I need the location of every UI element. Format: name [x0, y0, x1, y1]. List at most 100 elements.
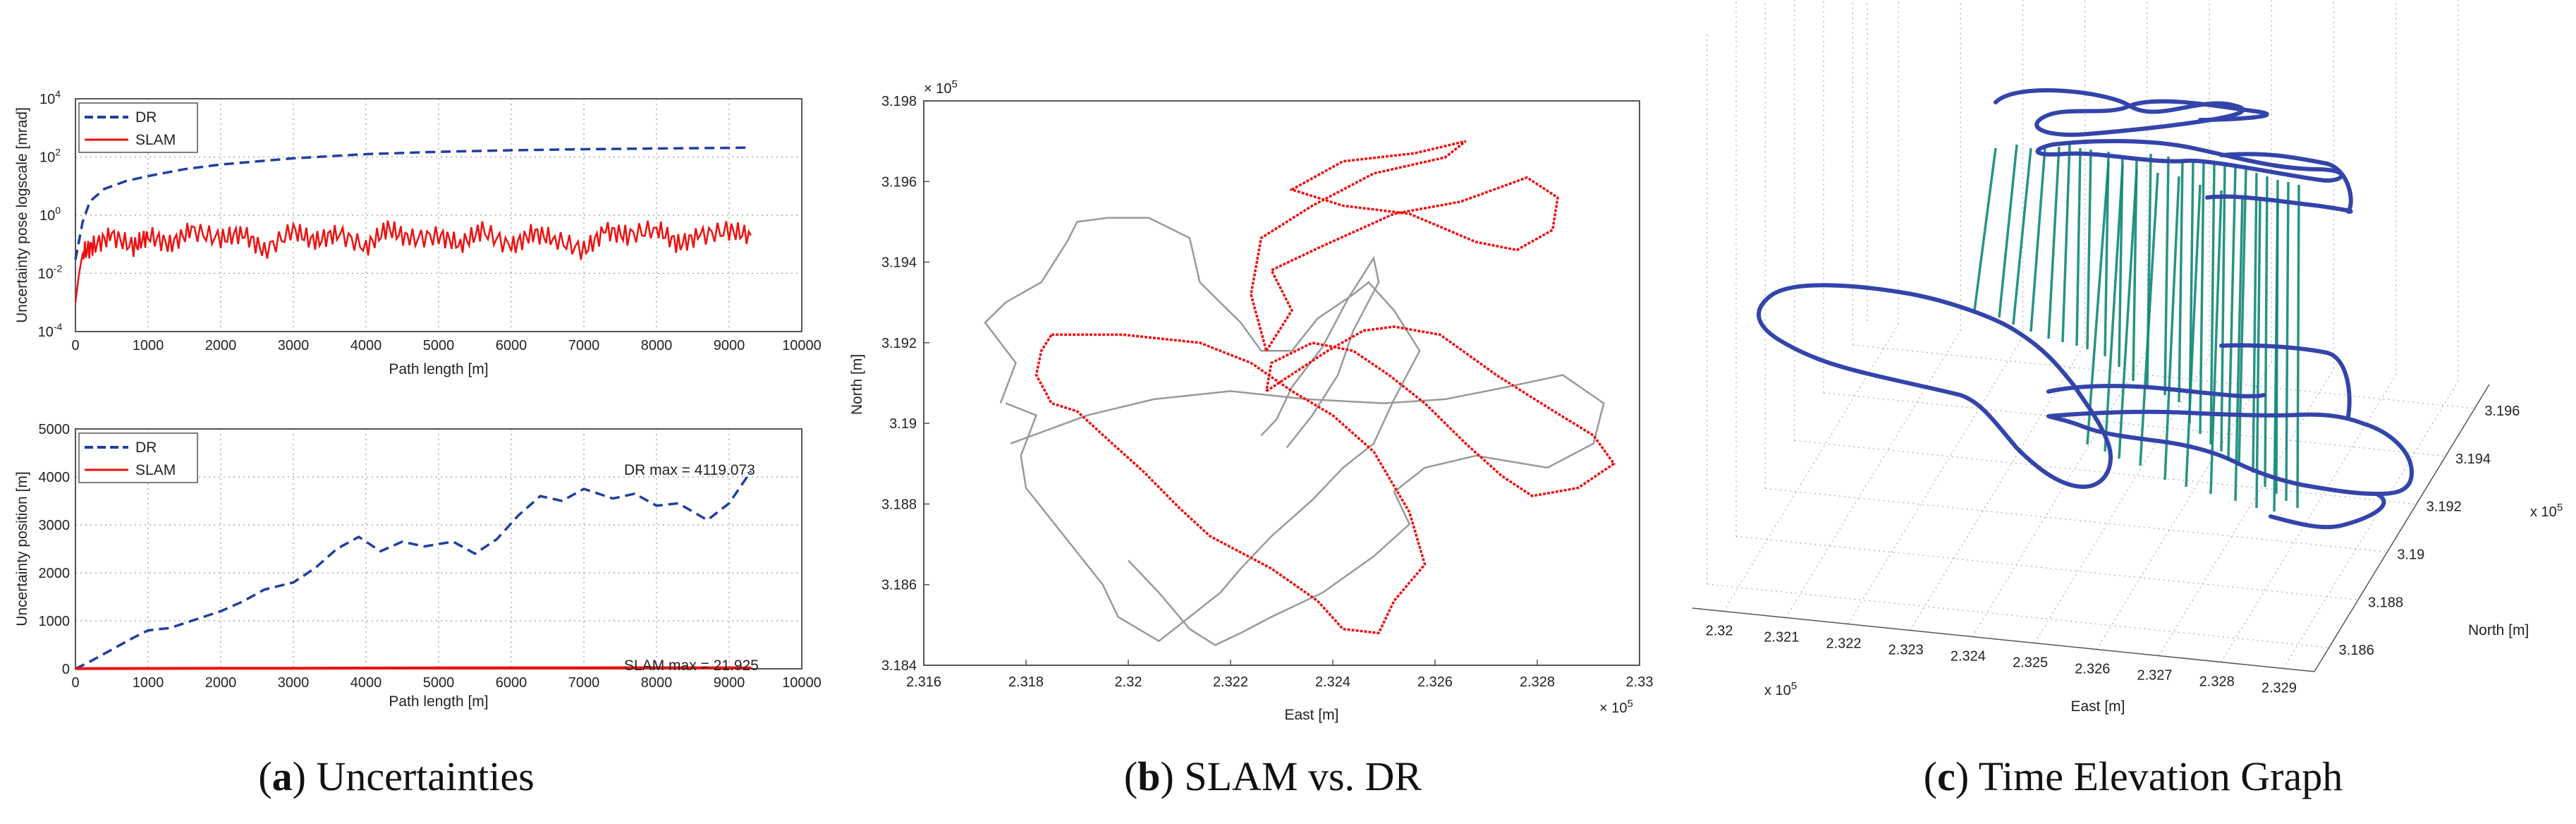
c-track-segment — [2046, 409, 2415, 497]
caption-b: (b) SLAM vs. DR — [1124, 753, 1422, 799]
c-east-tick-label: 2.327 — [2137, 668, 2172, 684]
c-track-segment — [2128, 99, 2269, 122]
b-ytick-label: 3.186 — [881, 578, 917, 593]
a-top-ytick-label: 10-4 — [38, 321, 63, 340]
b-xtick-label: 2.324 — [1315, 674, 1350, 690]
a-top-legend-box — [78, 102, 198, 153]
b-slam-path — [1034, 333, 1427, 635]
c-floor-gridline-east — [1723, 324, 1899, 612]
c-track-segment — [1994, 88, 2245, 137]
a-bot-xtick-label: 10000 — [782, 675, 822, 691]
panel-b: 2.316 2.318 2.32 2.322 2.324 2.326 2.328 2.33 3… — [849, 78, 1653, 723]
c-east-tick-label: 2.32 — [1706, 624, 1733, 639]
c-time-line — [2086, 149, 2092, 350]
a-top-plot-frame — [75, 98, 802, 332]
c-tower-lines — [1973, 144, 2300, 512]
caption-c: (c) Time Elevation Graph — [1924, 753, 2343, 799]
c-east-tick-label: 2.325 — [2013, 655, 2048, 671]
b-ytick-label: 3.19 — [889, 416, 917, 432]
b-xtick-label: 2.33 — [1626, 674, 1654, 690]
c-floor-grid — [1692, 324, 2490, 672]
c-north-ticks: 3.186 3.188 3.19 3.192 3.194 3.196 — [2339, 404, 2520, 658]
a-bot-xtick-label: 3000 — [278, 675, 310, 691]
a-top-xtick-label: 0 — [71, 338, 79, 353]
a-top-xtick-label: 6000 — [496, 338, 527, 353]
a-bot-legend-slam-label: SLAM — [135, 462, 176, 478]
c-time-line — [1973, 147, 1997, 311]
c-north-tick-label: 3.192 — [2427, 499, 2462, 515]
c-floor-gridline-east — [1785, 330, 1961, 618]
b-plot-frame — [923, 100, 1640, 666]
b-ytick-label: 3.194 — [881, 255, 917, 271]
a-top-xtick-label: 3000 — [278, 338, 310, 353]
c-east-tick-label: 2.323 — [1888, 643, 1924, 658]
c-floor-gridline-east — [1847, 337, 2024, 624]
b-ytick-label: 3.196 — [881, 174, 917, 190]
a-top-xtick-label: 1000 — [133, 338, 164, 353]
b-x-multiplier: × 105 — [1599, 698, 1633, 716]
c-east-tick-label: 2.321 — [1764, 630, 1799, 646]
a-bot-xtick-label: 5000 — [423, 675, 455, 691]
c-time-line — [2163, 176, 2180, 480]
c-floor-gridline-east — [1910, 343, 2086, 631]
caption-c-text: Time Elevation Graph — [1979, 753, 2343, 799]
a-bot-xtick-label: 1000 — [133, 675, 164, 691]
c-xlabel: East [m] — [2070, 698, 2125, 715]
a-bot-ytick-label: 2000 — [39, 566, 71, 581]
c-track-segment — [2219, 152, 2353, 214]
c-time-line — [2209, 190, 2223, 495]
a-top-slam-line — [74, 220, 752, 303]
c-east-tick-label: 2.322 — [1826, 636, 1861, 652]
caption-a-letter: a — [272, 753, 293, 799]
c-floor-gridline-east — [2283, 381, 2459, 669]
c-north-tick-label: 3.194 — [2455, 452, 2491, 467]
panel-a-bottom: 0 1000 2000 3000 4000 5000 6000 7000 8000 9000 100… — [14, 422, 822, 710]
a-bot-xtick-label: 2000 — [205, 675, 237, 691]
a-top-ytick-label: 100 — [39, 205, 61, 224]
b-slam-path — [1250, 140, 1559, 352]
c-y-multiplier-exp: 5 — [2557, 502, 2563, 514]
c-time-line — [2185, 184, 2202, 487]
a-top-xtick-label: 9000 — [714, 338, 745, 353]
c-track-segment — [1757, 283, 2113, 490]
a-bot-ytick-label: 3000 — [39, 518, 71, 533]
b-xtick-label: 2.322 — [1213, 674, 1248, 690]
c-time-line — [2104, 165, 2124, 452]
a-bot-xlabel: Path length [m] — [389, 693, 488, 710]
c-floor-gridline-east — [2158, 368, 2335, 656]
c-east-tick-label: 2.326 — [2075, 662, 2110, 677]
c-x-multiplier-exp: 5 — [1791, 680, 1797, 692]
a-top-xtick-label: 2000 — [205, 338, 237, 353]
a-bot-legend-box — [78, 432, 198, 483]
c-north-tick-label: 3.19 — [2397, 547, 2424, 562]
c-ylabel: North [m] — [2468, 622, 2529, 638]
c-time-line — [2086, 162, 2110, 445]
a-bot-ytick-label: 5000 — [39, 422, 71, 437]
c-time-line — [2047, 146, 2061, 339]
b-red-paths — [1034, 140, 1616, 635]
c-time-line — [2209, 163, 2216, 445]
c-floor-gridline-east — [2034, 356, 2210, 643]
c-time-line — [2234, 195, 2244, 502]
a-top-xtick-label: 4000 — [350, 338, 382, 353]
c-time-line — [2139, 172, 2159, 466]
a-bot-legend: DR SLAM — [78, 432, 198, 483]
a-bot-ytick-label: 1000 — [39, 614, 71, 629]
a-top-legend: DR SLAM — [78, 102, 198, 153]
caption-a: (a) Uncertainties — [258, 753, 534, 799]
c-east-tick-label: 2.329 — [2261, 681, 2297, 696]
b-xtick-label: 2.328 — [1520, 674, 1555, 690]
b-xtick-label: 2.316 — [906, 674, 941, 690]
a-top-ylabel: Uncertainty pose logscale [mrad] — [14, 107, 30, 323]
c-north-axis-line — [2314, 384, 2490, 672]
c-north-tick-label: 3.188 — [2368, 595, 2403, 610]
c-time-line — [2264, 176, 2269, 487]
a-bot-ytick-label: 4000 — [39, 470, 71, 485]
b-xticks: 2.316 2.318 2.32 2.322 2.324 2.326 2.328 2.33 — [906, 660, 1654, 690]
a-top-xtick-label: 10000 — [782, 338, 822, 353]
c-east-tick-label: 2.328 — [2199, 674, 2235, 690]
c-east-ticks: 2.32 2.321 2.322 2.323 2.324 2.325 2.326 2.327 2… — [1706, 624, 2297, 696]
c-east-tick-label: 2.324 — [1951, 649, 1986, 665]
c-time-line — [2285, 181, 2290, 502]
a-bot-xtick-label: 7000 — [568, 675, 600, 691]
